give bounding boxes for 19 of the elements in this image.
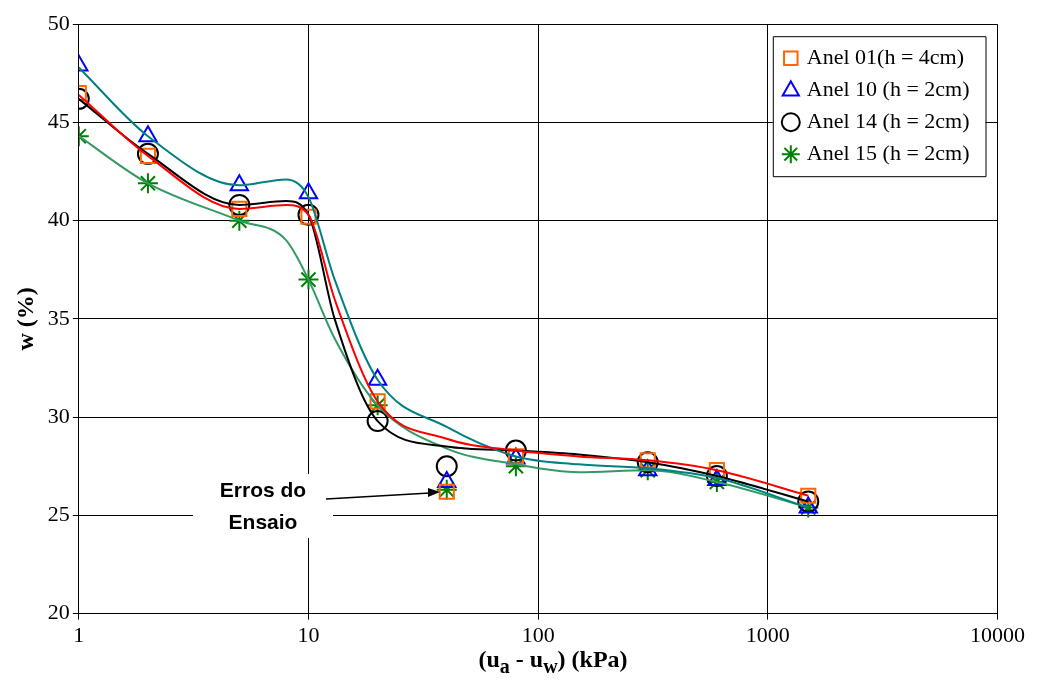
legend-label: Anel 01(h = 4cm)	[806, 43, 964, 69]
y-tick-label: 25	[47, 501, 70, 527]
annotation: Erros do Ensaio	[193, 474, 333, 538]
y-tick-label: 45	[47, 108, 70, 134]
y-tick-label: 40	[47, 206, 70, 232]
x-tick-label: 100	[521, 621, 555, 647]
x-tick-label: 1	[73, 621, 85, 647]
y-tick-label: 20	[47, 599, 70, 625]
y-tick-label: 50	[47, 9, 70, 35]
y-tick-label: 30	[47, 402, 70, 428]
y-tick-label: 35	[47, 304, 70, 330]
x-tick-label: 10	[297, 621, 320, 647]
y-axis-title: w (%)	[11, 287, 38, 351]
legend-label: Anel 14 (h = 2cm)	[806, 107, 970, 133]
x-axis-title: (u$_{a}$ - u$_{w}$) (kPa)	[478, 646, 628, 678]
legend-label: Anel 10 (h = 2cm)	[806, 75, 970, 101]
x-tick-label: 10000	[970, 621, 1025, 647]
legend-label: Anel 15 (h = 2cm)	[806, 139, 970, 165]
x-tick-label: 1000	[745, 621, 790, 647]
